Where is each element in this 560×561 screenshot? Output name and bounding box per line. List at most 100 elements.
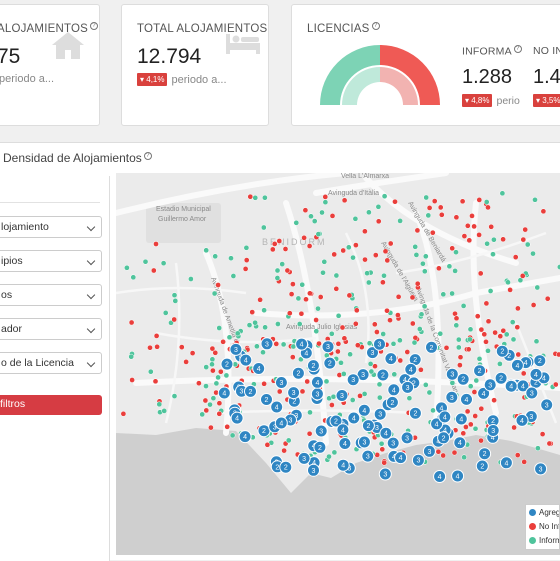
map-marker[interactable] <box>322 194 329 200</box>
map-marker[interactable] <box>511 424 517 431</box>
map-marker[interactable] <box>203 364 210 370</box>
map-marker[interactable] <box>299 281 306 288</box>
map-cluster[interactable]: 4 <box>510 358 524 372</box>
map-marker[interactable] <box>275 321 281 327</box>
map-cluster[interactable]: 4 <box>252 362 266 375</box>
map-marker[interactable] <box>215 374 221 381</box>
map-marker[interactable] <box>530 302 537 308</box>
map-marker[interactable] <box>212 349 219 356</box>
map-marker[interactable] <box>213 380 220 387</box>
map-marker[interactable] <box>392 198 398 205</box>
map-marker[interactable] <box>395 293 402 300</box>
map-marker[interactable] <box>535 445 541 452</box>
map-cluster[interactable]: 2 <box>456 372 470 386</box>
map-marker[interactable] <box>556 351 560 358</box>
map-marker[interactable] <box>371 321 378 328</box>
map-marker[interactable] <box>438 211 445 218</box>
map-marker[interactable] <box>330 393 337 400</box>
map-marker[interactable] <box>505 279 511 286</box>
map-marker[interactable] <box>326 453 332 460</box>
map-marker[interactable] <box>246 322 253 328</box>
map-marker[interactable] <box>261 380 267 387</box>
map-marker[interactable] <box>487 288 494 294</box>
map-marker[interactable] <box>413 252 420 258</box>
map-cluster[interactable]: 2 <box>437 431 451 445</box>
map-marker[interactable] <box>285 437 292 444</box>
map-marker[interactable] <box>397 357 404 364</box>
map-marker[interactable] <box>499 190 506 197</box>
map-marker[interactable] <box>207 401 213 408</box>
map-cluster[interactable]: 2 <box>306 359 320 373</box>
map-marker[interactable] <box>293 219 300 226</box>
map-marker[interactable] <box>472 425 479 432</box>
map-marker[interactable] <box>474 313 481 320</box>
map-marker[interactable] <box>483 199 490 205</box>
map-marker[interactable] <box>315 305 321 312</box>
map-marker[interactable] <box>160 260 167 267</box>
map-marker[interactable] <box>364 270 370 277</box>
map-cluster[interactable]: 3 <box>386 436 400 450</box>
map-marker[interactable] <box>365 279 372 286</box>
map-marker[interactable] <box>422 253 429 260</box>
map-marker[interactable] <box>519 273 526 279</box>
map-cluster[interactable]: 3 <box>287 386 301 400</box>
map-cluster[interactable]: 4 <box>430 417 444 431</box>
map-marker[interactable] <box>440 291 447 298</box>
map-marker[interactable] <box>449 290 455 297</box>
map-cluster[interactable]: 3 <box>310 387 324 401</box>
map-cluster[interactable]: 2 <box>260 393 273 406</box>
map-cluster[interactable]: 2 <box>220 357 234 371</box>
map-marker[interactable] <box>262 324 268 331</box>
map-marker[interactable] <box>340 247 347 254</box>
map-marker[interactable] <box>467 421 474 428</box>
map-marker[interactable] <box>464 408 471 415</box>
map-marker[interactable] <box>350 254 356 261</box>
map-marker[interactable] <box>208 424 214 431</box>
map-marker[interactable] <box>276 238 283 244</box>
map-marker[interactable] <box>425 212 432 219</box>
map-cluster[interactable]: 2 <box>244 384 257 398</box>
map-marker[interactable] <box>387 240 394 247</box>
map-marker[interactable] <box>423 194 430 201</box>
map-marker[interactable] <box>271 241 278 247</box>
map-cluster[interactable]: 2 <box>425 340 438 354</box>
map-marker[interactable] <box>284 267 291 274</box>
map-marker[interactable] <box>313 317 319 323</box>
map-cluster[interactable]: 2 <box>408 406 422 420</box>
map-marker[interactable] <box>376 394 383 401</box>
map-cluster[interactable]: 2 <box>385 395 399 409</box>
map-marker[interactable] <box>418 311 425 318</box>
map-marker[interactable] <box>316 340 322 347</box>
map-marker[interactable] <box>353 307 360 314</box>
map-marker[interactable] <box>409 320 416 327</box>
map-marker[interactable] <box>329 213 336 219</box>
map-marker[interactable] <box>281 447 287 454</box>
map-marker[interactable] <box>340 371 347 377</box>
map-cluster[interactable]: 2 <box>291 366 305 380</box>
map-marker[interactable] <box>515 351 522 358</box>
map-marker[interactable] <box>540 208 547 215</box>
map-marker[interactable] <box>257 296 263 303</box>
map-marker[interactable] <box>202 397 209 404</box>
map-marker[interactable] <box>323 378 330 385</box>
map-marker[interactable] <box>210 367 216 374</box>
map-cluster[interactable]: 4 <box>453 436 467 450</box>
map-marker[interactable] <box>346 292 353 299</box>
map-cluster[interactable]: 3 <box>445 367 459 381</box>
map-marker[interactable] <box>395 312 401 318</box>
map-cluster[interactable]: 4 <box>529 367 543 381</box>
map-marker[interactable] <box>453 315 460 322</box>
map-marker[interactable] <box>500 236 506 243</box>
map-marker[interactable] <box>280 341 287 348</box>
map-marker[interactable] <box>183 359 189 365</box>
map-marker[interactable] <box>290 281 296 287</box>
map-cluster[interactable]: 3 <box>297 451 311 465</box>
map-marker[interactable] <box>437 330 444 337</box>
map-marker[interactable] <box>515 305 521 312</box>
map-cluster[interactable]: 4 <box>238 430 252 444</box>
map-marker[interactable] <box>282 246 289 252</box>
map-marker[interactable] <box>171 292 178 299</box>
map-marker[interactable] <box>510 336 517 343</box>
map-canvas[interactable]: Vella L'Almarxa Avinguda d'Itàlia Estadio … <box>116 173 560 555</box>
map-marker[interactable] <box>477 270 484 277</box>
